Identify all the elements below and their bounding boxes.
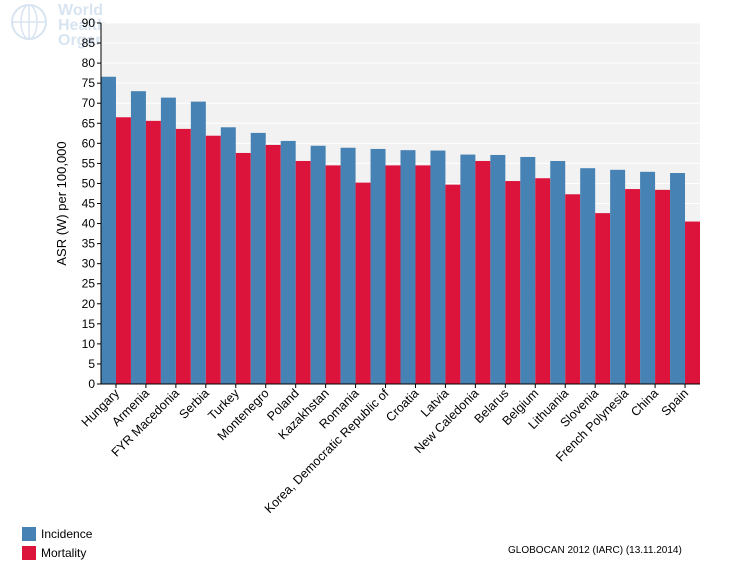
bar-mortality: [415, 165, 431, 384]
y-tick-label: 80: [82, 56, 96, 70]
bar-incidence: [190, 101, 206, 385]
legend-swatch-mortality: [22, 545, 36, 560]
bar-mortality: [685, 221, 700, 384]
bar-incidence: [520, 156, 536, 384]
bar-mortality: [145, 120, 161, 385]
y-tick-label: 10: [82, 337, 96, 351]
y-tick-label: 45: [82, 197, 96, 211]
bar-mortality: [595, 213, 611, 384]
y-tick-label: 30: [82, 257, 96, 271]
bar-incidence: [460, 154, 476, 384]
bar-incidence: [310, 145, 326, 384]
y-tick-label: 5: [88, 357, 95, 371]
bar-incidence: [220, 127, 236, 385]
y-tick-label: 15: [82, 317, 96, 331]
bar-mortality: [175, 128, 191, 384]
bar-mortality: [115, 117, 131, 384]
legend-label-incidence: Incidence: [41, 526, 93, 541]
bar-layer: [101, 76, 700, 385]
y-tick-label: 40: [82, 217, 96, 231]
y-tick-label: 70: [82, 96, 96, 110]
bar-incidence: [400, 150, 416, 384]
y-tick-label: 0: [88, 377, 95, 391]
source-caption: GLOBOCAN 2012 (IARC) (13.11.2014): [508, 545, 682, 556]
bar-mortality: [565, 194, 581, 384]
bar-mortality: [505, 181, 521, 384]
bar-incidence: [580, 168, 596, 384]
y-tick-label: 25: [82, 277, 96, 291]
x-tick-label: China: [628, 386, 661, 419]
bar-incidence: [370, 148, 386, 384]
bar-mortality: [625, 189, 641, 384]
bar-incidence: [430, 150, 446, 384]
legend-swatch-incidence: [22, 526, 36, 541]
bar-incidence: [340, 147, 356, 384]
y-tick-label: 65: [82, 116, 96, 130]
bar-mortality: [535, 178, 551, 384]
bar-mortality: [265, 144, 281, 384]
bar-incidence: [550, 160, 566, 384]
y-tick-label: 20: [82, 297, 96, 311]
x-tick-label: Croatia: [383, 386, 421, 424]
y-tick-label: 75: [82, 76, 96, 90]
y-tick-label: 60: [82, 136, 96, 150]
y-tick-label: 90: [82, 16, 96, 30]
bar-mortality: [445, 184, 461, 384]
axis-layer: [97, 22, 700, 388]
legend-item-incidence[interactable]: Incidence: [22, 524, 92, 543]
bar-incidence: [280, 140, 296, 384]
bar-mortality: [325, 165, 341, 384]
x-tick-label: Spain: [659, 386, 692, 419]
bar-incidence: [670, 173, 686, 384]
bar-incidence: [160, 97, 176, 385]
bar-mortality: [235, 152, 251, 384]
bar-incidence: [250, 132, 266, 384]
legend: Incidence Mortality: [22, 524, 92, 562]
y-tick-label: 35: [82, 237, 96, 251]
bar-mortality: [295, 160, 311, 384]
y-tick-label: 55: [82, 156, 96, 170]
legend-label-mortality: Mortality: [41, 545, 87, 560]
bar-mortality: [475, 160, 491, 384]
bar-incidence: [610, 169, 626, 384]
x-tick-label: Serbia: [176, 386, 211, 421]
y-tick-label: 50: [82, 176, 96, 190]
bar-incidence: [640, 171, 656, 384]
bar-mortality: [355, 182, 371, 384]
bar-incidence: [101, 76, 116, 384]
y-axis-title: ASR (W) per 100,000: [54, 141, 69, 265]
who-emblem-icon: [11, 4, 47, 40]
bar-mortality: [385, 165, 401, 384]
bar-incidence: [130, 91, 146, 384]
bar-mortality: [205, 135, 221, 384]
y-tick-label: 85: [82, 36, 96, 50]
bar-incidence: [490, 154, 506, 384]
bar-chart: 051015202530354045505560657075808590Hung…: [54, 16, 700, 516]
legend-item-mortality[interactable]: Mortality: [22, 543, 92, 562]
bar-mortality: [655, 189, 671, 384]
